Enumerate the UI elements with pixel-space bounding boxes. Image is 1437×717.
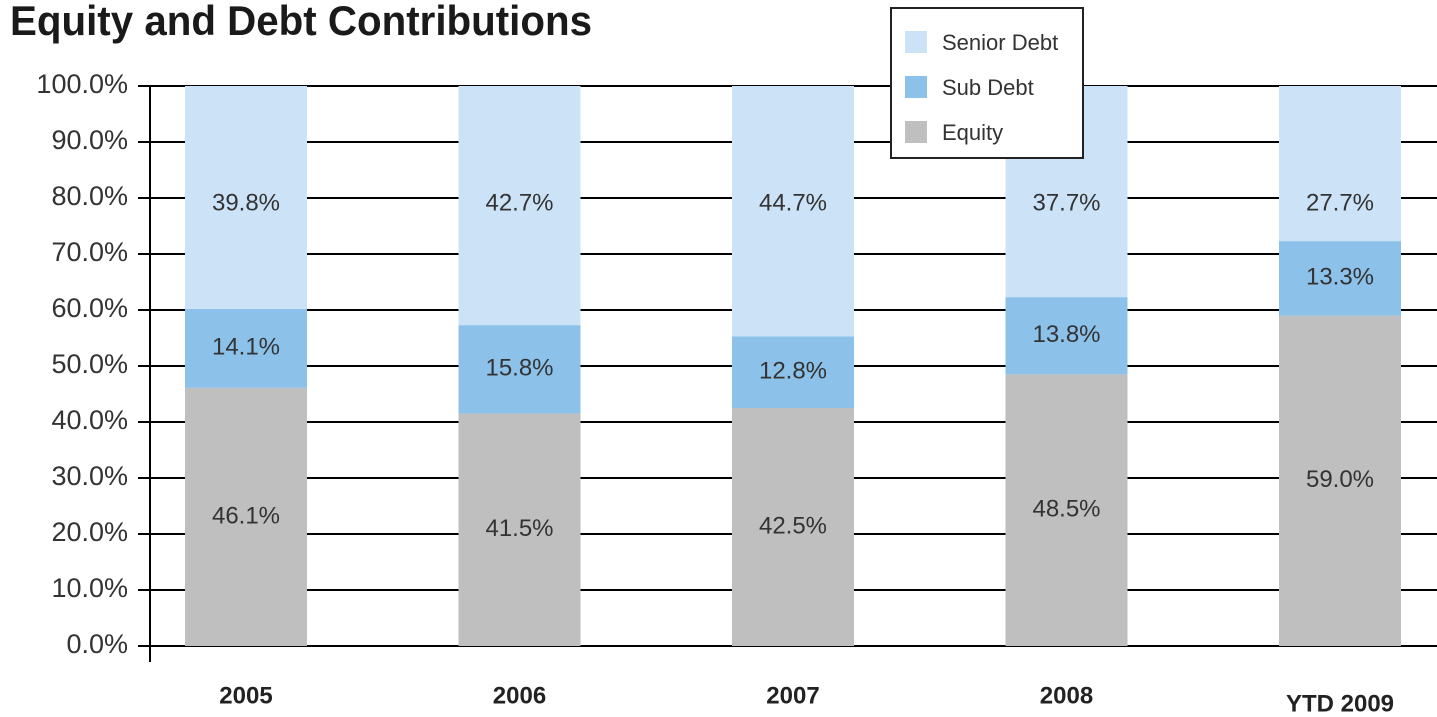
y-tick-label: 60.0% bbox=[51, 293, 128, 323]
y-tick-label: 20.0% bbox=[51, 517, 128, 547]
y-tick-label: 100.0% bbox=[36, 69, 128, 99]
bar-segment bbox=[732, 86, 854, 337]
chart-title: Equity and Debt Contributions bbox=[10, 0, 592, 44]
bar-segment bbox=[458, 413, 581, 646]
y-tick-label: 70.0% bbox=[51, 237, 128, 267]
legend-label: Equity bbox=[942, 120, 1003, 145]
data-label: 13.8% bbox=[1032, 321, 1100, 348]
data-label: 15.8% bbox=[485, 355, 553, 382]
bar-segment bbox=[458, 86, 581, 326]
bar-segment bbox=[1279, 241, 1401, 316]
bar-segment bbox=[1005, 297, 1128, 375]
legend-label: Senior Debt bbox=[942, 30, 1058, 55]
bar-segment bbox=[1005, 374, 1128, 646]
y-tick-label: 50.0% bbox=[51, 349, 128, 379]
x-tick-label: 2007 bbox=[766, 682, 819, 709]
bar-segment bbox=[1279, 86, 1401, 242]
x-tick-label: 2008 bbox=[1040, 682, 1093, 709]
bar-segment bbox=[185, 86, 307, 309]
data-label: 44.7% bbox=[759, 189, 827, 216]
bars: 2005 46.1% 14.1% 39.8% 2006 41.5% 15.8% 42.7% 20… bbox=[185, 86, 1401, 717]
y-tick-label: 80.0% bbox=[51, 181, 128, 211]
data-label: 39.8% bbox=[212, 189, 280, 216]
data-label: 27.7% bbox=[1306, 189, 1374, 216]
data-label: 59.0% bbox=[1306, 466, 1374, 493]
bar-segment bbox=[732, 336, 854, 408]
data-label: 42.5% bbox=[759, 512, 827, 539]
y-tick-label: 10.0% bbox=[51, 573, 128, 603]
legend: Senior Debt Sub Debt Equity bbox=[890, 7, 1084, 159]
bar-segment bbox=[1279, 315, 1401, 646]
y-tick-label: 0.0% bbox=[66, 629, 128, 659]
data-label: 46.1% bbox=[212, 502, 280, 529]
legend-swatch bbox=[905, 121, 927, 143]
x-tick-label: 2005 bbox=[219, 682, 272, 709]
x-tick-label: YTD 2009 bbox=[1286, 690, 1394, 717]
bar-segment bbox=[458, 325, 581, 414]
data-label: 41.5% bbox=[485, 515, 553, 542]
data-label: 42.7% bbox=[485, 189, 553, 216]
bar-segment bbox=[185, 308, 307, 388]
y-tick-label: 90.0% bbox=[51, 125, 128, 155]
y-tick-label: 40.0% bbox=[51, 405, 128, 435]
data-label: 14.1% bbox=[212, 334, 280, 361]
legend-swatch bbox=[905, 76, 927, 98]
y-tick-label: 30.0% bbox=[51, 461, 128, 491]
bar-segment bbox=[732, 408, 854, 646]
data-label: 13.3% bbox=[1306, 264, 1374, 291]
legend-label: Sub Debt bbox=[942, 75, 1034, 100]
data-label: 48.5% bbox=[1032, 496, 1100, 523]
legend-swatch bbox=[905, 31, 927, 53]
data-label: 37.7% bbox=[1032, 189, 1100, 216]
x-tick-label: 2006 bbox=[493, 682, 546, 709]
bar-segment bbox=[185, 387, 307, 646]
data-label: 12.8% bbox=[759, 358, 827, 385]
